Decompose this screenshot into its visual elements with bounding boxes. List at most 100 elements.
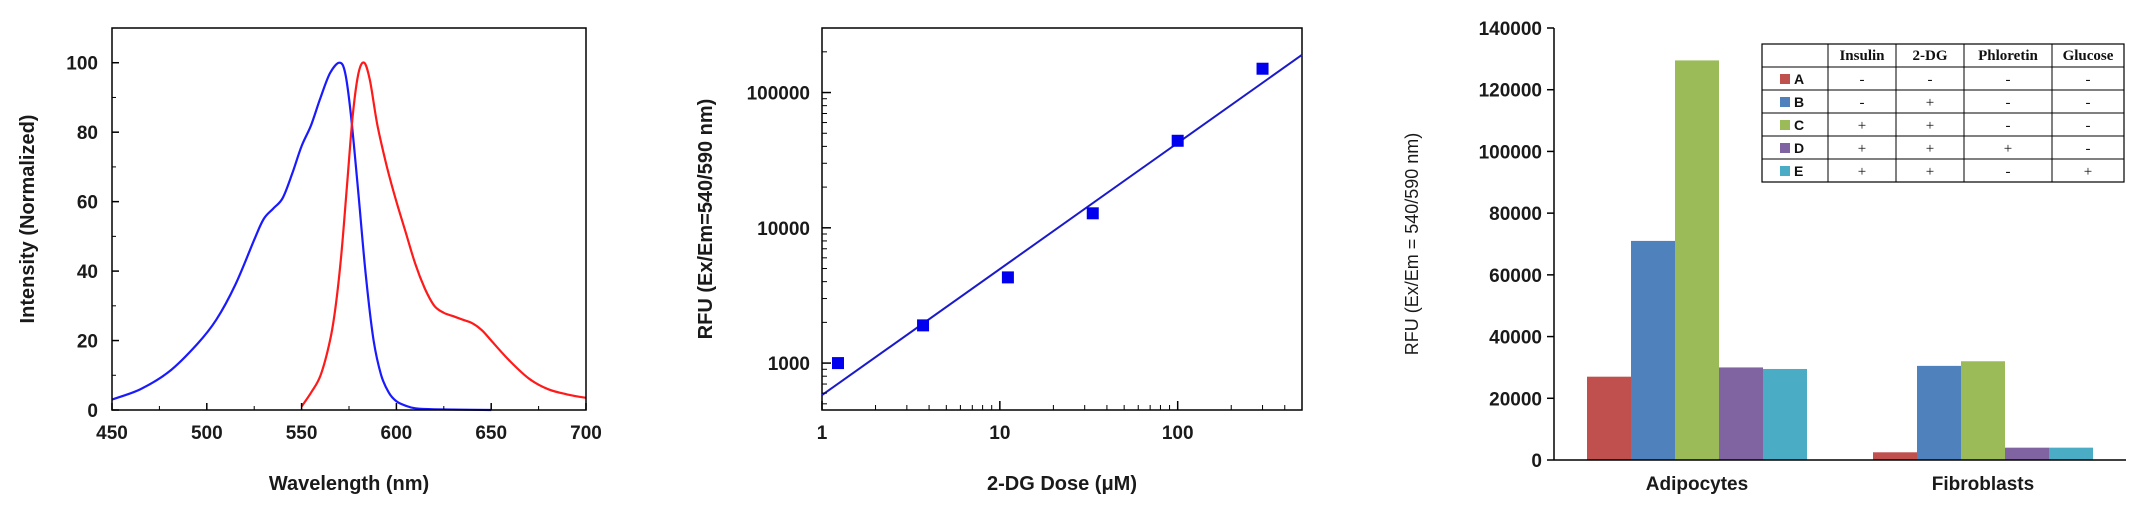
x-tick-label: 650 bbox=[475, 423, 507, 444]
bar-B-adipocytes bbox=[1631, 240, 1675, 460]
fit-line bbox=[821, 54, 1303, 396]
x-tick-label: 100 bbox=[1162, 423, 1194, 444]
data-point bbox=[1001, 271, 1014, 284]
legend-table-cell: + bbox=[1858, 164, 1866, 180]
legend-table-cell: - bbox=[2006, 72, 2011, 88]
data-point bbox=[831, 357, 844, 370]
x-tick-label: 500 bbox=[191, 423, 223, 444]
y-tick-label: 100000 bbox=[1479, 142, 1542, 163]
y-tick-label: 10000 bbox=[757, 219, 810, 240]
y-ticks: 0 20 40 60 80 100 bbox=[66, 54, 119, 422]
data-point bbox=[917, 319, 930, 332]
legend-swatch bbox=[1780, 143, 1790, 153]
y-ticks: 0 20000 40000 60000 80000 100000 120000 140000 bbox=[1479, 19, 1554, 472]
data-points bbox=[831, 62, 1269, 370]
legend-table-cell: - bbox=[2086, 95, 2091, 111]
legend-table-cell: - bbox=[2006, 95, 2011, 111]
series-line-1 bbox=[111, 61, 492, 412]
y-tick-label: 20 bbox=[77, 332, 98, 353]
data-point bbox=[1086, 207, 1099, 220]
bar-C-fibroblasts bbox=[1961, 361, 2005, 460]
legend-row-label: C bbox=[1794, 117, 1804, 133]
legend-swatch bbox=[1780, 166, 1790, 176]
y-ticks: 1000 10000 100000 bbox=[747, 27, 831, 405]
spectra-curves bbox=[111, 61, 587, 412]
y-tick-label: 100 bbox=[66, 54, 98, 75]
legend-table-cell: - bbox=[2086, 72, 2091, 88]
legend-swatch bbox=[1780, 97, 1790, 107]
category-label: Adipocytes bbox=[1646, 474, 1748, 495]
y-axis-label: RFU (Ex/Em = 540/590 nm) bbox=[1402, 133, 1422, 356]
legend-table-cell: - bbox=[2006, 164, 2011, 180]
legend-table: Insulin 2-DG Phloretin Glucose A - - - - B - + - - C + +… bbox=[1761, 43, 2125, 183]
legend-table-cell: - bbox=[2086, 118, 2091, 134]
x-ticks: 450 500 550 600 650 700 bbox=[96, 403, 602, 444]
chart-emission-spectra: 450 500 550 600 650 700 0 20 40 60 80 100 Waveleng… bbox=[17, 27, 602, 495]
category-labels: Adipocytes Fibroblasts bbox=[1646, 474, 2034, 495]
bar-D-fibroblasts bbox=[2005, 447, 2049, 460]
plot-frame bbox=[111, 27, 587, 411]
legend-table-header: Phloretin bbox=[1978, 48, 2038, 64]
x-tick-label: 450 bbox=[96, 423, 128, 444]
y-tick-label: 100000 bbox=[747, 84, 810, 105]
legend-table-cell: + bbox=[1858, 141, 1866, 157]
bar-C-adipocytes bbox=[1675, 60, 1719, 461]
bar-B-fibroblasts bbox=[1917, 365, 1961, 460]
legend-row-label: E bbox=[1794, 163, 1803, 179]
category-label: Fibroblasts bbox=[1932, 474, 2034, 495]
bar-A-fibroblasts bbox=[1873, 452, 1917, 460]
bar-series bbox=[1587, 60, 2093, 461]
y-tick-label: 120000 bbox=[1479, 81, 1542, 102]
bar-A-adipocytes bbox=[1587, 376, 1631, 460]
y-axis-label: Intensity (Normalized) bbox=[17, 115, 39, 324]
legend-swatch bbox=[1780, 74, 1790, 84]
bar-D-adipocytes bbox=[1719, 367, 1763, 460]
legend-row-label: A bbox=[1794, 71, 1804, 87]
legend-table-cell: + bbox=[1926, 95, 1934, 111]
x-tick-label: 550 bbox=[286, 423, 318, 444]
legend-table-cell: + bbox=[1858, 118, 1866, 134]
y-tick-label: 40 bbox=[77, 262, 98, 283]
legend-table-cell: - bbox=[1860, 72, 1865, 88]
y-tick-label: 40000 bbox=[1489, 328, 1542, 349]
x-tick-label: 600 bbox=[381, 423, 413, 444]
legend-table-cell: + bbox=[1926, 118, 1934, 134]
chart-dose-response: 1 10 100 1000 10000 100000 2-DG Dose (μM) RF… bbox=[695, 27, 1303, 495]
x-ticks: 1 10 100 bbox=[817, 401, 1303, 444]
x-axis-label: 2-DG Dose (μM) bbox=[987, 473, 1137, 495]
x-tick-label: 1 bbox=[817, 423, 828, 444]
x-tick-label: 700 bbox=[570, 423, 602, 444]
data-point bbox=[1171, 134, 1184, 147]
y-tick-label: 80000 bbox=[1489, 204, 1542, 225]
x-axis-label: Wavelength (nm) bbox=[269, 473, 429, 495]
plot-frame bbox=[821, 27, 1303, 411]
y-tick-label: 60000 bbox=[1489, 266, 1542, 287]
y-tick-label: 60 bbox=[77, 193, 98, 214]
chart-cell-uptake: 020000400006000080000100000120000140000 … bbox=[1402, 19, 2126, 495]
y-tick-label: 80 bbox=[77, 123, 98, 144]
y-tick-label: 20000 bbox=[1489, 389, 1542, 410]
legend-table-header: Glucose bbox=[2063, 48, 2114, 64]
legend-swatch bbox=[1780, 120, 1790, 130]
y-tick-label: 0 bbox=[87, 401, 98, 422]
legend-table-cell: - bbox=[2086, 141, 2091, 157]
legend-table-cell: - bbox=[2006, 118, 2011, 134]
bar-E-adipocytes bbox=[1763, 368, 1807, 460]
y-axis-label: RFU (Ex/Em=540/590 nm) bbox=[695, 99, 717, 340]
legend-row-label: B bbox=[1794, 94, 1804, 110]
legend-table-cell: - bbox=[1860, 95, 1865, 111]
x-tick-label: 10 bbox=[989, 423, 1010, 444]
legend-table-header: Insulin bbox=[1839, 48, 1885, 64]
series-line-2 bbox=[300, 61, 587, 408]
bar-E-fibroblasts bbox=[2049, 447, 2093, 460]
fit-line-group bbox=[821, 54, 1303, 396]
legend-table-cell: + bbox=[2084, 164, 2092, 180]
y-tick-label: 0 bbox=[1531, 451, 1542, 472]
legend-table-cell: + bbox=[1926, 164, 1934, 180]
data-point bbox=[1256, 62, 1269, 75]
legend-table-cell: + bbox=[2004, 141, 2012, 157]
legend-table-header: 2-DG bbox=[1913, 48, 1948, 64]
legend-row-label: D bbox=[1794, 140, 1804, 156]
legend-table-cell: - bbox=[1928, 72, 1933, 88]
